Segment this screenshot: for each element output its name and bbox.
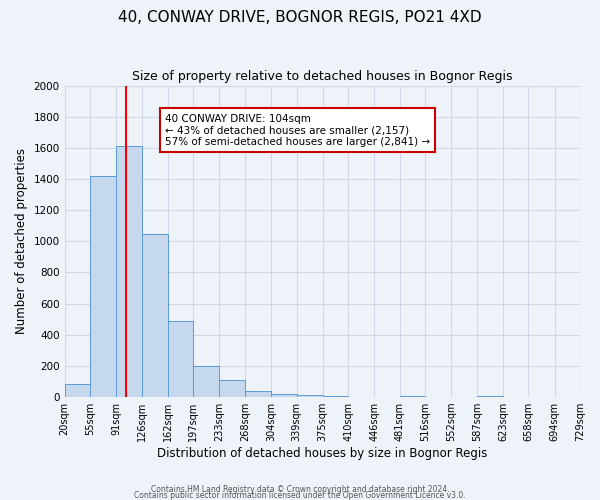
Bar [245, 391, 271, 397]
Text: Contains public sector information licensed under the Open Government Licence v3: Contains public sector information licen… [134, 490, 466, 500]
Bar [271, 394, 296, 397]
Text: 40, CONWAY DRIVE, BOGNOR REGIS, PO21 4XD: 40, CONWAY DRIVE, BOGNOR REGIS, PO21 4XD [118, 10, 482, 25]
Title: Size of property relative to detached houses in Bognor Regis: Size of property relative to detached ho… [132, 70, 512, 83]
Bar [477, 396, 503, 397]
Bar [296, 394, 323, 397]
Bar [65, 384, 90, 397]
Text: 40 CONWAY DRIVE: 104sqm
← 43% of detached houses are smaller (2,157)
57% of semi: 40 CONWAY DRIVE: 104sqm ← 43% of detache… [165, 114, 430, 147]
Text: Contains HM Land Registry data © Crown copyright and database right 2024.: Contains HM Land Registry data © Crown c… [151, 484, 449, 494]
Bar [400, 396, 425, 397]
Bar [193, 366, 220, 397]
Bar [90, 176, 116, 397]
Bar [142, 234, 168, 397]
Y-axis label: Number of detached properties: Number of detached properties [15, 148, 28, 334]
Bar [116, 146, 142, 397]
Bar [220, 380, 245, 397]
Bar [323, 396, 348, 397]
Bar [168, 321, 193, 397]
X-axis label: Distribution of detached houses by size in Bognor Regis: Distribution of detached houses by size … [157, 447, 488, 460]
